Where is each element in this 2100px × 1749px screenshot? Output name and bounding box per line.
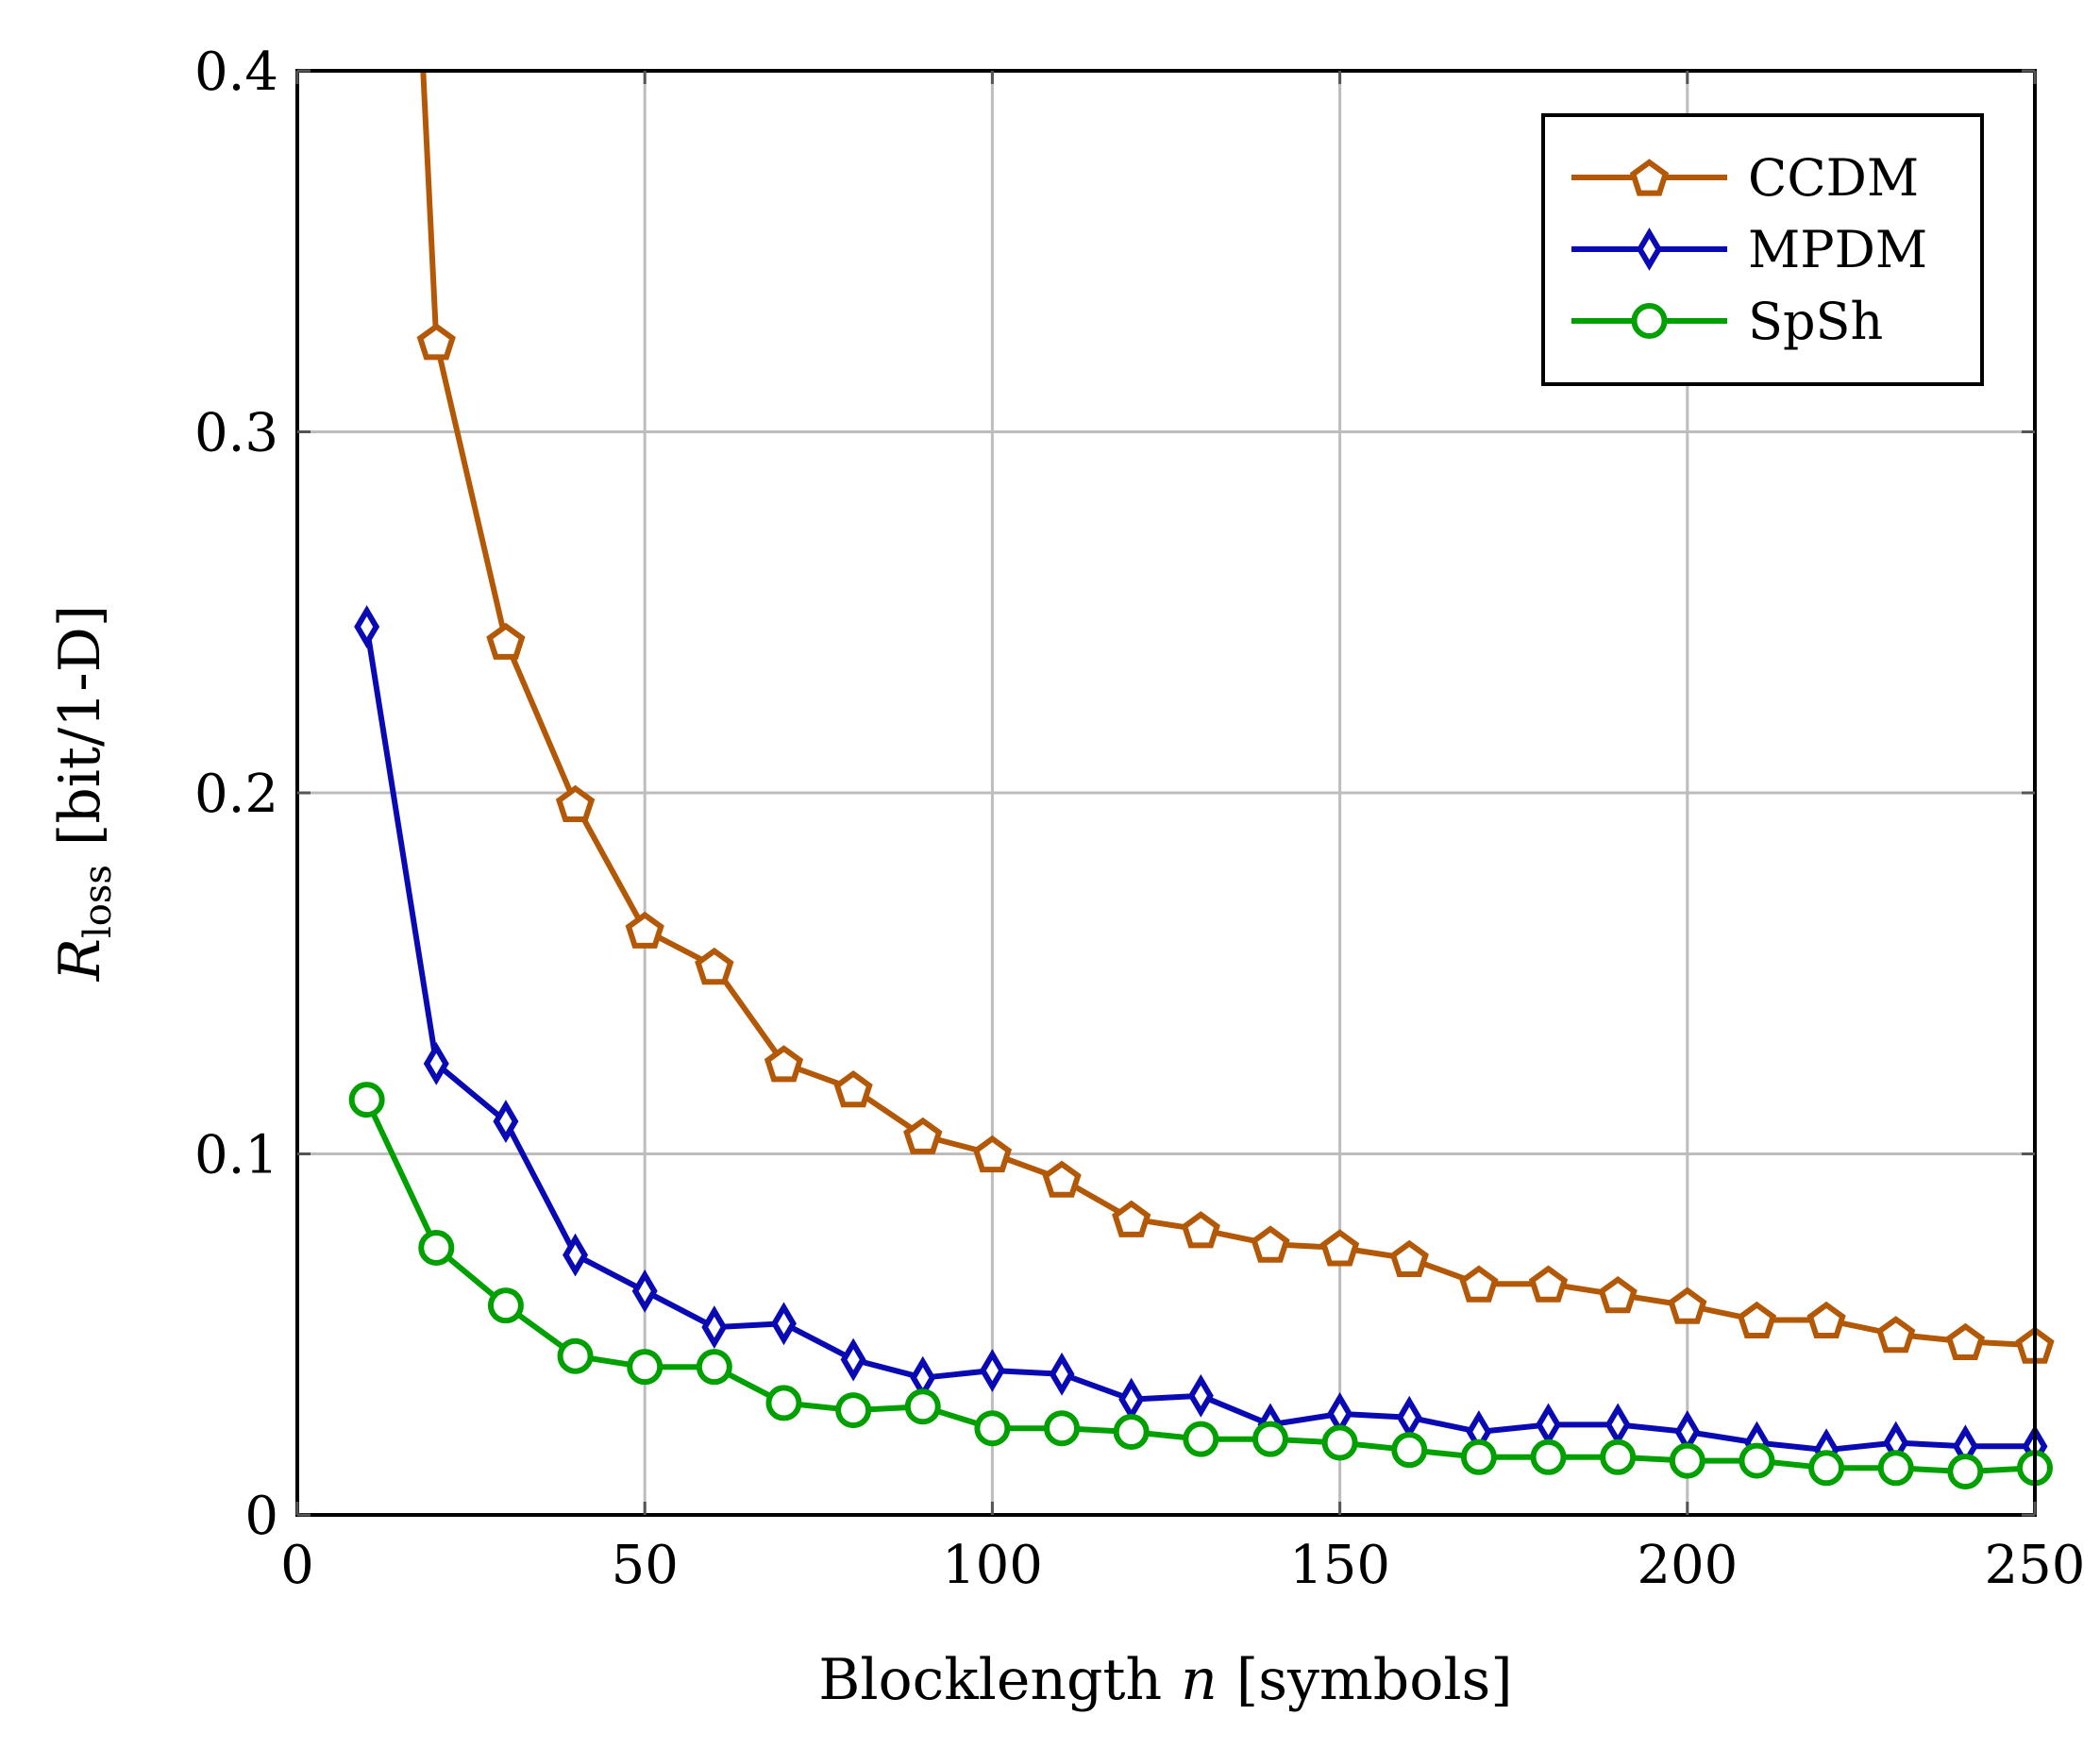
data-point-spsh — [1252, 1421, 1288, 1457]
legend-entries: CCDM MPDM SpSh — [1571, 148, 1927, 351]
data-point-ccdm — [1598, 1275, 1638, 1314]
data-point-ccdm — [695, 947, 734, 985]
data-point-spsh — [1460, 1438, 1497, 1475]
data-point-spsh — [1530, 1438, 1567, 1475]
data-point-mpdm — [631, 1269, 658, 1313]
data-point-ccdm — [1319, 1229, 1360, 1267]
legend-label-spsh: SpSh — [1748, 292, 1883, 351]
y-tick-label: 0.2 — [194, 764, 278, 825]
data-point-ccdm — [1389, 1239, 1429, 1277]
legend-marker-spsh — [1631, 303, 1668, 339]
ticks — [295, 69, 2037, 1517]
data-point-ccdm — [1528, 1265, 1569, 1303]
data-point-spsh — [696, 1349, 732, 1386]
data-point-ccdm — [1668, 1287, 1707, 1324]
data-point-mpdm — [493, 1100, 519, 1143]
data-point-ccdm — [555, 784, 596, 822]
data-point-spsh — [1183, 1421, 1219, 1457]
data-point-spsh — [1391, 1432, 1428, 1469]
data-point-spsh — [1808, 1450, 1845, 1487]
data-point-spsh — [835, 1392, 872, 1429]
data-point-spsh — [974, 1410, 1011, 1447]
data-point-ccdm — [416, 323, 456, 361]
x-tick-label: 150 — [1289, 1535, 1390, 1596]
data-point-ccdm — [972, 1135, 1013, 1173]
legend-label-ccdm: CCDM — [1748, 148, 1919, 208]
data-point-spsh — [904, 1388, 941, 1425]
data-point-spsh — [487, 1287, 524, 1324]
data-point-spsh — [1739, 1442, 1775, 1479]
data-point-ccdm — [625, 911, 664, 949]
y-tick-label: 0 — [244, 1486, 278, 1547]
x-axis-label-suffix: [symbols] — [1236, 1647, 1513, 1713]
data-point-spsh — [627, 1349, 664, 1386]
data-point-ccdm — [1181, 1211, 1220, 1249]
x-axis-label: Blocklength n [symbols] — [818, 1647, 1512, 1713]
data-point-ccdm — [486, 622, 526, 660]
tick-labels: 0 50 100 150 200 250 0 0.1 0.2 0.3 0.4 — [194, 42, 2086, 1596]
y-axis-label: Rloss [bit/1-D] — [47, 605, 120, 982]
data-point-spsh — [418, 1229, 455, 1266]
data-point-spsh — [1877, 1450, 1914, 1487]
data-point-spsh — [1947, 1454, 1984, 1490]
data-point-mpdm — [979, 1349, 1005, 1392]
x-tick-label: 200 — [1637, 1535, 1738, 1596]
data-point-ccdm — [1806, 1301, 1846, 1338]
legend-marker-ccdm — [1629, 159, 1670, 196]
marker-layer — [348, 323, 2055, 1490]
data-point-ccdm — [764, 1045, 804, 1083]
y-axis-label-subscript: loss — [76, 865, 120, 938]
y-tick-label: 0.4 — [194, 42, 278, 103]
data-point-spsh — [348, 1082, 385, 1118]
data-point-ccdm — [903, 1117, 943, 1154]
data-point-spsh — [557, 1337, 594, 1374]
data-point-ccdm — [833, 1069, 873, 1108]
data-point-spsh — [765, 1385, 802, 1421]
data-point-ccdm — [1945, 1322, 1986, 1360]
data-point-mpdm — [354, 605, 380, 648]
x-axis-label-prefix: Blocklength — [818, 1647, 1162, 1713]
x-tick-label: 250 — [1985, 1535, 2086, 1596]
data-point-ccdm — [1876, 1316, 1916, 1354]
data-point-ccdm — [1042, 1160, 1082, 1198]
data-point-mpdm — [563, 1233, 589, 1277]
data-point-ccdm — [1251, 1225, 1290, 1263]
data-point-mpdm — [423, 1041, 449, 1085]
y-axis-label-symbol: R — [47, 938, 113, 982]
data-point-mpdm — [840, 1337, 866, 1382]
y-axis-label-unit: [bit/1-D] — [47, 605, 113, 846]
data-point-spsh — [1044, 1410, 1081, 1447]
data-point-ccdm — [1112, 1200, 1151, 1237]
legend-marker-mpdm — [1637, 227, 1662, 271]
data-point-mpdm — [1049, 1352, 1075, 1396]
x-tick-label: 0 — [280, 1535, 314, 1596]
x-tick-label: 50 — [612, 1535, 679, 1596]
data-point-spsh — [1113, 1414, 1150, 1451]
legend: CCDM MPDM SpSh — [1541, 113, 1984, 386]
data-point-mpdm — [701, 1305, 728, 1350]
data-point-ccdm — [1737, 1301, 1777, 1338]
y-tick-label: 0.3 — [194, 403, 278, 464]
y-tick-label: 0.1 — [194, 1125, 278, 1186]
data-point-mpdm — [1187, 1373, 1214, 1418]
data-point-spsh — [1669, 1442, 1705, 1479]
data-point-spsh — [1600, 1438, 1637, 1475]
legend-label-mpdm: MPDM — [1748, 220, 1927, 279]
x-axis-label-variable: n — [1181, 1647, 1218, 1713]
data-point-mpdm — [770, 1302, 797, 1346]
data-point-spsh — [1321, 1424, 1358, 1461]
data-point-ccdm — [1459, 1265, 1499, 1303]
x-tick-label: 100 — [942, 1535, 1043, 1596]
